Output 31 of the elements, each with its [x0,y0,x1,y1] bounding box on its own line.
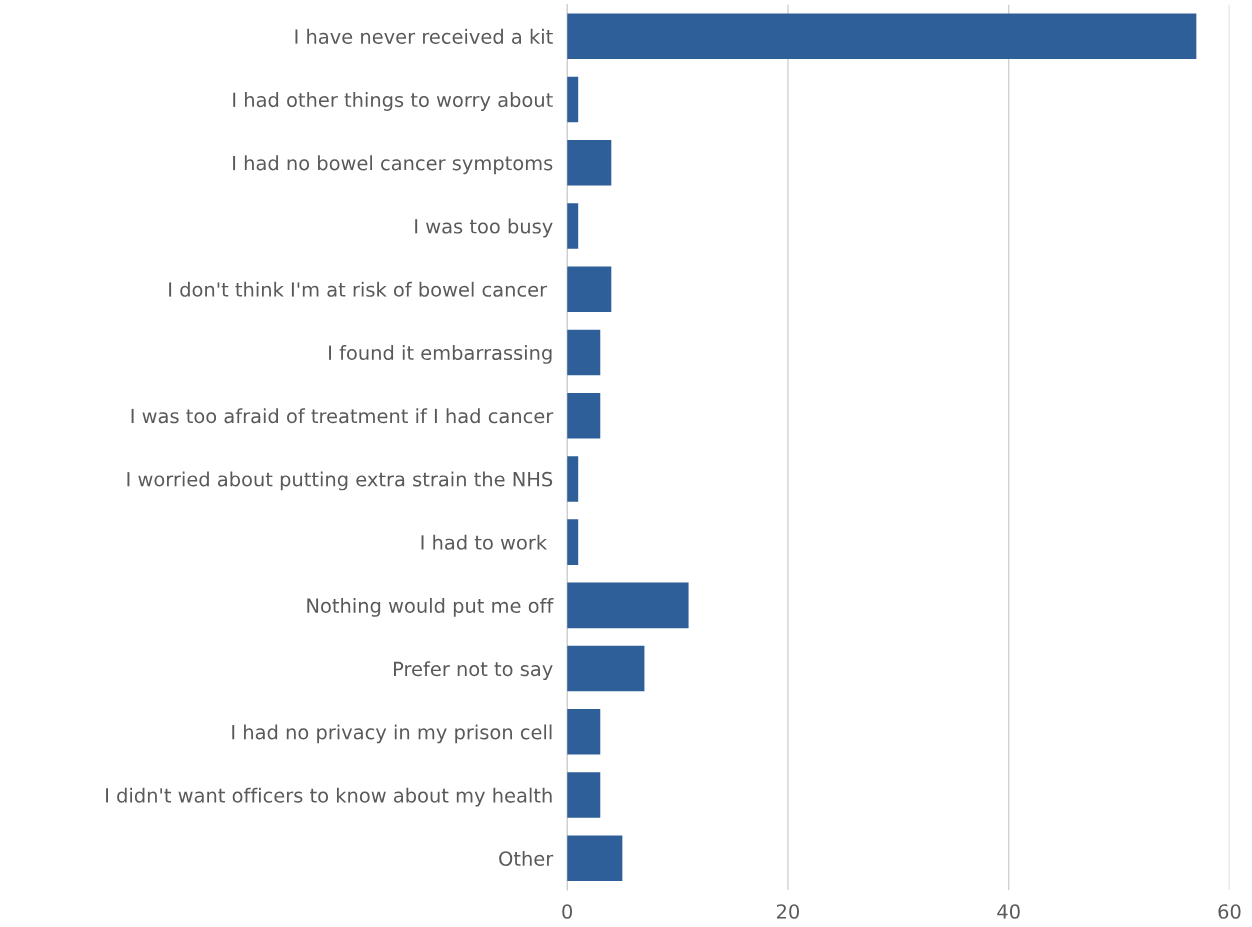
bar [567,709,601,755]
x-tick-label: 60 [1218,904,1241,919]
y-tick-label: I have never received a kit [295,28,553,44]
bar [567,456,579,502]
y-tick-label: I had no privacy in my prison cell [232,724,552,744]
x-tick-label: 0 [562,904,573,919]
y-tick-label: I worried about putting extra strain the NHS [127,471,553,491]
y-tick-label: I had other things to worry about [233,92,553,111]
bar [567,392,601,439]
y-tick-label: I had no bowel cancer symptoms [233,155,553,175]
y-tick-label: I don't think I'm at risk of bowel cancer [169,281,548,297]
bar [567,139,612,186]
y-tick-label: I found it embarrassing [329,345,552,364]
bar [567,329,601,376]
y-tick-label: I didn't want officers to know about my health [106,787,552,807]
bar [567,835,623,882]
bar [567,266,612,312]
y-tick-label: I was too busy [415,218,553,238]
y-tick-label: I was too afraid of treatment if I had cancer [131,408,554,424]
bar [567,13,1197,60]
y-tick-label: Nothing would put me off [307,597,554,617]
bar [567,645,645,692]
bar [567,519,579,565]
bar [567,582,689,629]
y-tick-label: I had to work [421,534,548,550]
bar [567,772,601,818]
y-tick-label: Other [499,850,554,866]
x-tick-label: 20 [776,904,800,919]
y-tick-label: Prefer not to say [394,661,553,681]
bar [567,203,579,249]
x-tick-label: 40 [997,904,1020,919]
